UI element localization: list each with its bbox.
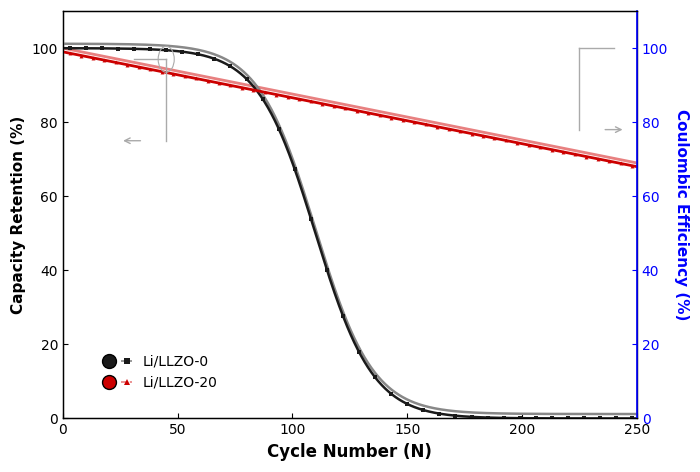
Y-axis label: Capacity Retention (%): Capacity Retention (%) (11, 116, 26, 314)
X-axis label: Cycle Number (N): Cycle Number (N) (267, 443, 433, 461)
Legend: Li/LLZO-0, Li/LLZO-20: Li/LLZO-0, Li/LLZO-20 (99, 349, 223, 395)
Y-axis label: Coulombic Efficiency (%): Coulombic Efficiency (%) (674, 109, 689, 320)
